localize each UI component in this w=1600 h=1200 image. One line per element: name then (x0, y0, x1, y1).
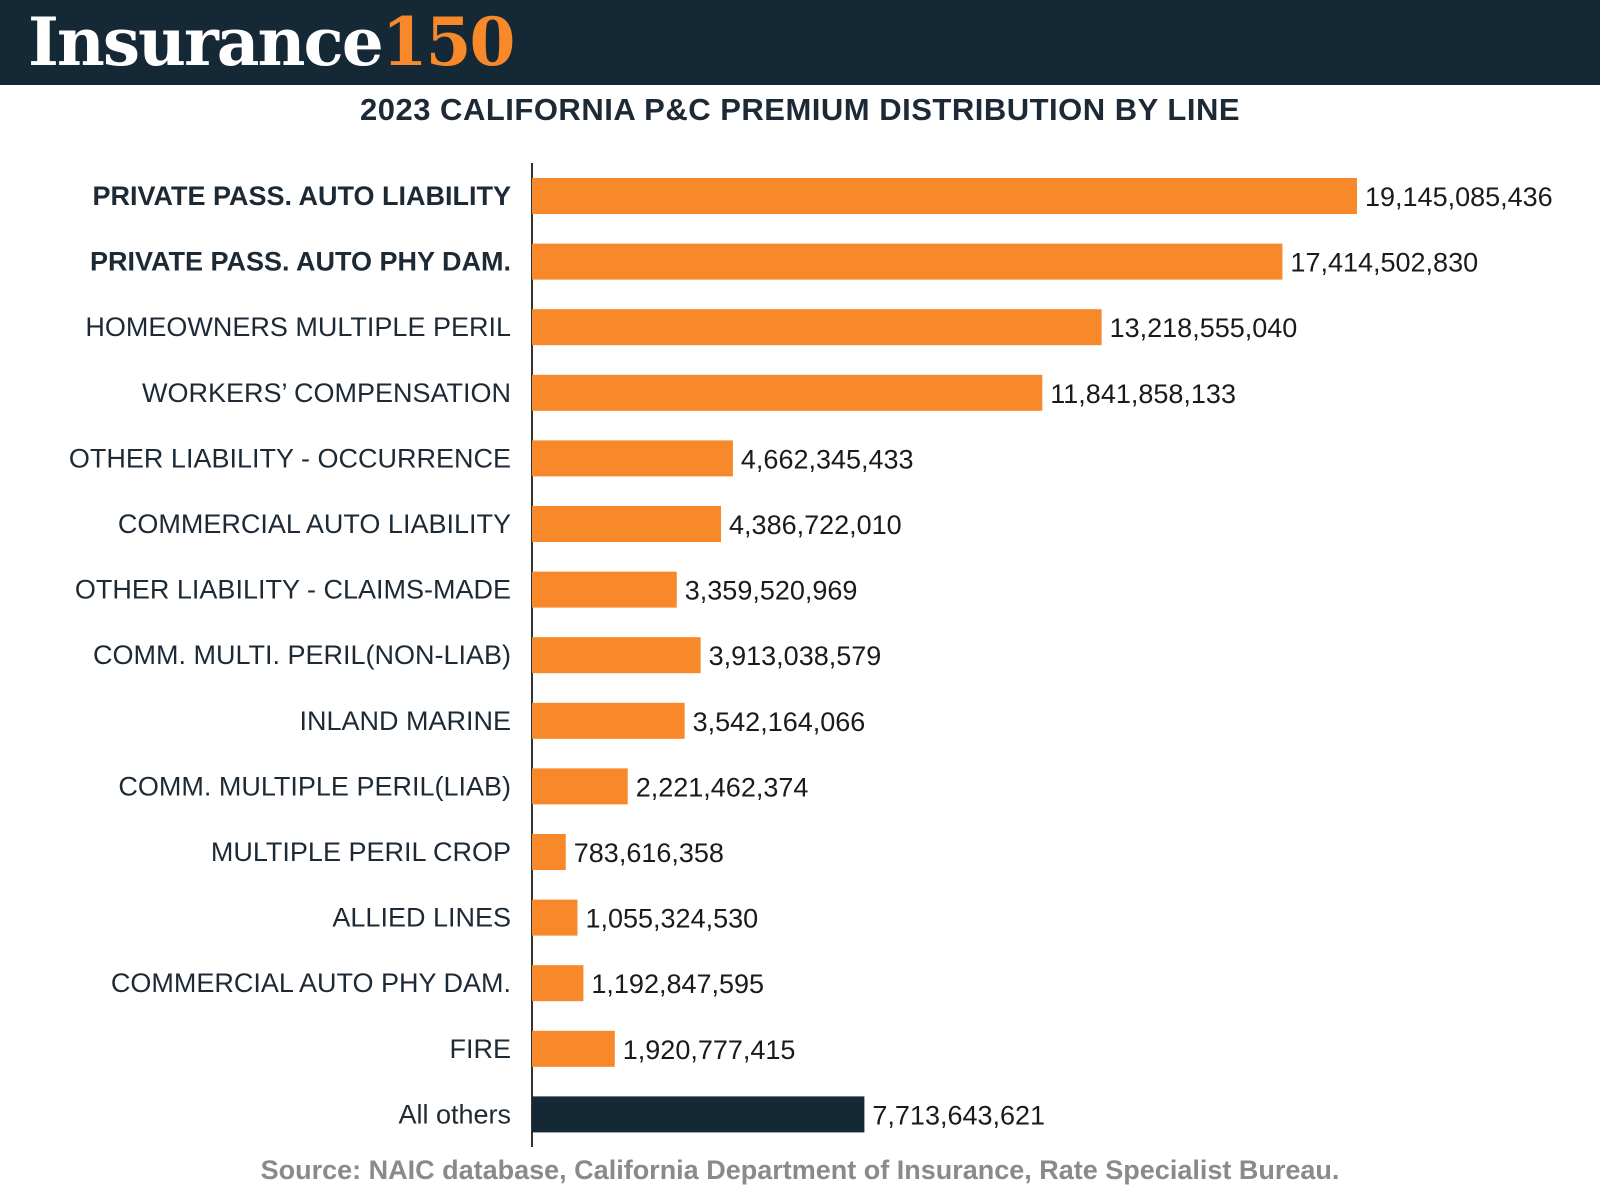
value-label: 4,386,722,010 (729, 510, 902, 540)
category-label: PRIVATE PASS. AUTO LIABILITY (92, 181, 511, 211)
bar (532, 1030, 615, 1067)
bar (532, 506, 722, 542)
bar (532, 768, 628, 805)
value-label: 11,841,858,133 (1050, 379, 1236, 409)
bar (532, 571, 677, 608)
bar (532, 637, 701, 674)
value-label: 3,542,164,066 (693, 707, 866, 737)
value-label: 19,145,085,436 (1365, 182, 1553, 212)
insurance150-logo: Insurance150 (28, 3, 516, 81)
bar (532, 702, 685, 739)
value-label: 17,414,502,830 (1290, 248, 1478, 278)
category-label: HOMEOWNERS MULTIPLE PERIL (85, 312, 511, 342)
value-label: 13,218,555,040 (1110, 313, 1298, 343)
bar (532, 1096, 865, 1133)
category-label: COMMERCIAL AUTO LIABILITY (118, 509, 511, 539)
value-label: 3,913,038,579 (709, 641, 882, 671)
bar (532, 440, 733, 477)
bar (532, 374, 1043, 411)
logo-number: 150 (381, 3, 516, 81)
category-label: COMMERCIAL AUTO PHY DAM. (111, 968, 511, 998)
category-label: WORKERS’ COMPENSATION (142, 378, 511, 408)
value-label: 1,055,324,530 (585, 904, 758, 934)
value-label: 3,359,520,969 (685, 576, 858, 606)
value-label: 1,920,777,415 (623, 1035, 796, 1065)
chart-title: 2023 CALIFORNIA P&C PREMIUM DISTRIBUTION… (359, 92, 1241, 127)
value-label: 783,616,358 (574, 838, 724, 868)
category-label: MULTIPLE PERIL CROP (211, 837, 511, 867)
category-label: FIRE (449, 1034, 511, 1064)
source-note: Source: NAIC database, California Depart… (260, 1155, 1340, 1185)
value-label: 4,662,345,433 (741, 444, 914, 474)
value-label: 7,713,643,621 (872, 1100, 1045, 1130)
bar (532, 899, 578, 936)
category-label: OTHER LIABILITY - OCCURRENCE (69, 443, 511, 473)
bar (532, 834, 566, 870)
category-label: INLAND MARINE (299, 706, 511, 736)
category-label: COMM. MULTI. PERIL(NON-LIAB) (93, 640, 511, 670)
value-label: 1,192,847,595 (591, 969, 764, 999)
bar (532, 178, 1357, 214)
logo-word: Insurance (28, 3, 384, 81)
category-label: All others (398, 1099, 511, 1129)
header-bar: Insurance150 (0, 0, 1600, 85)
category-label: COMM. MULTIPLE PERIL(LIAB) (118, 771, 511, 801)
bar (532, 309, 1102, 346)
value-label: 2,221,462,374 (636, 772, 809, 802)
category-label: ALLIED LINES (332, 903, 511, 933)
bar (532, 965, 584, 1002)
category-label: OTHER LIABILITY - CLAIMS-MADE (75, 575, 511, 605)
category-label: PRIVATE PASS. AUTO PHY DAM. (90, 247, 511, 277)
bar (532, 243, 1283, 280)
